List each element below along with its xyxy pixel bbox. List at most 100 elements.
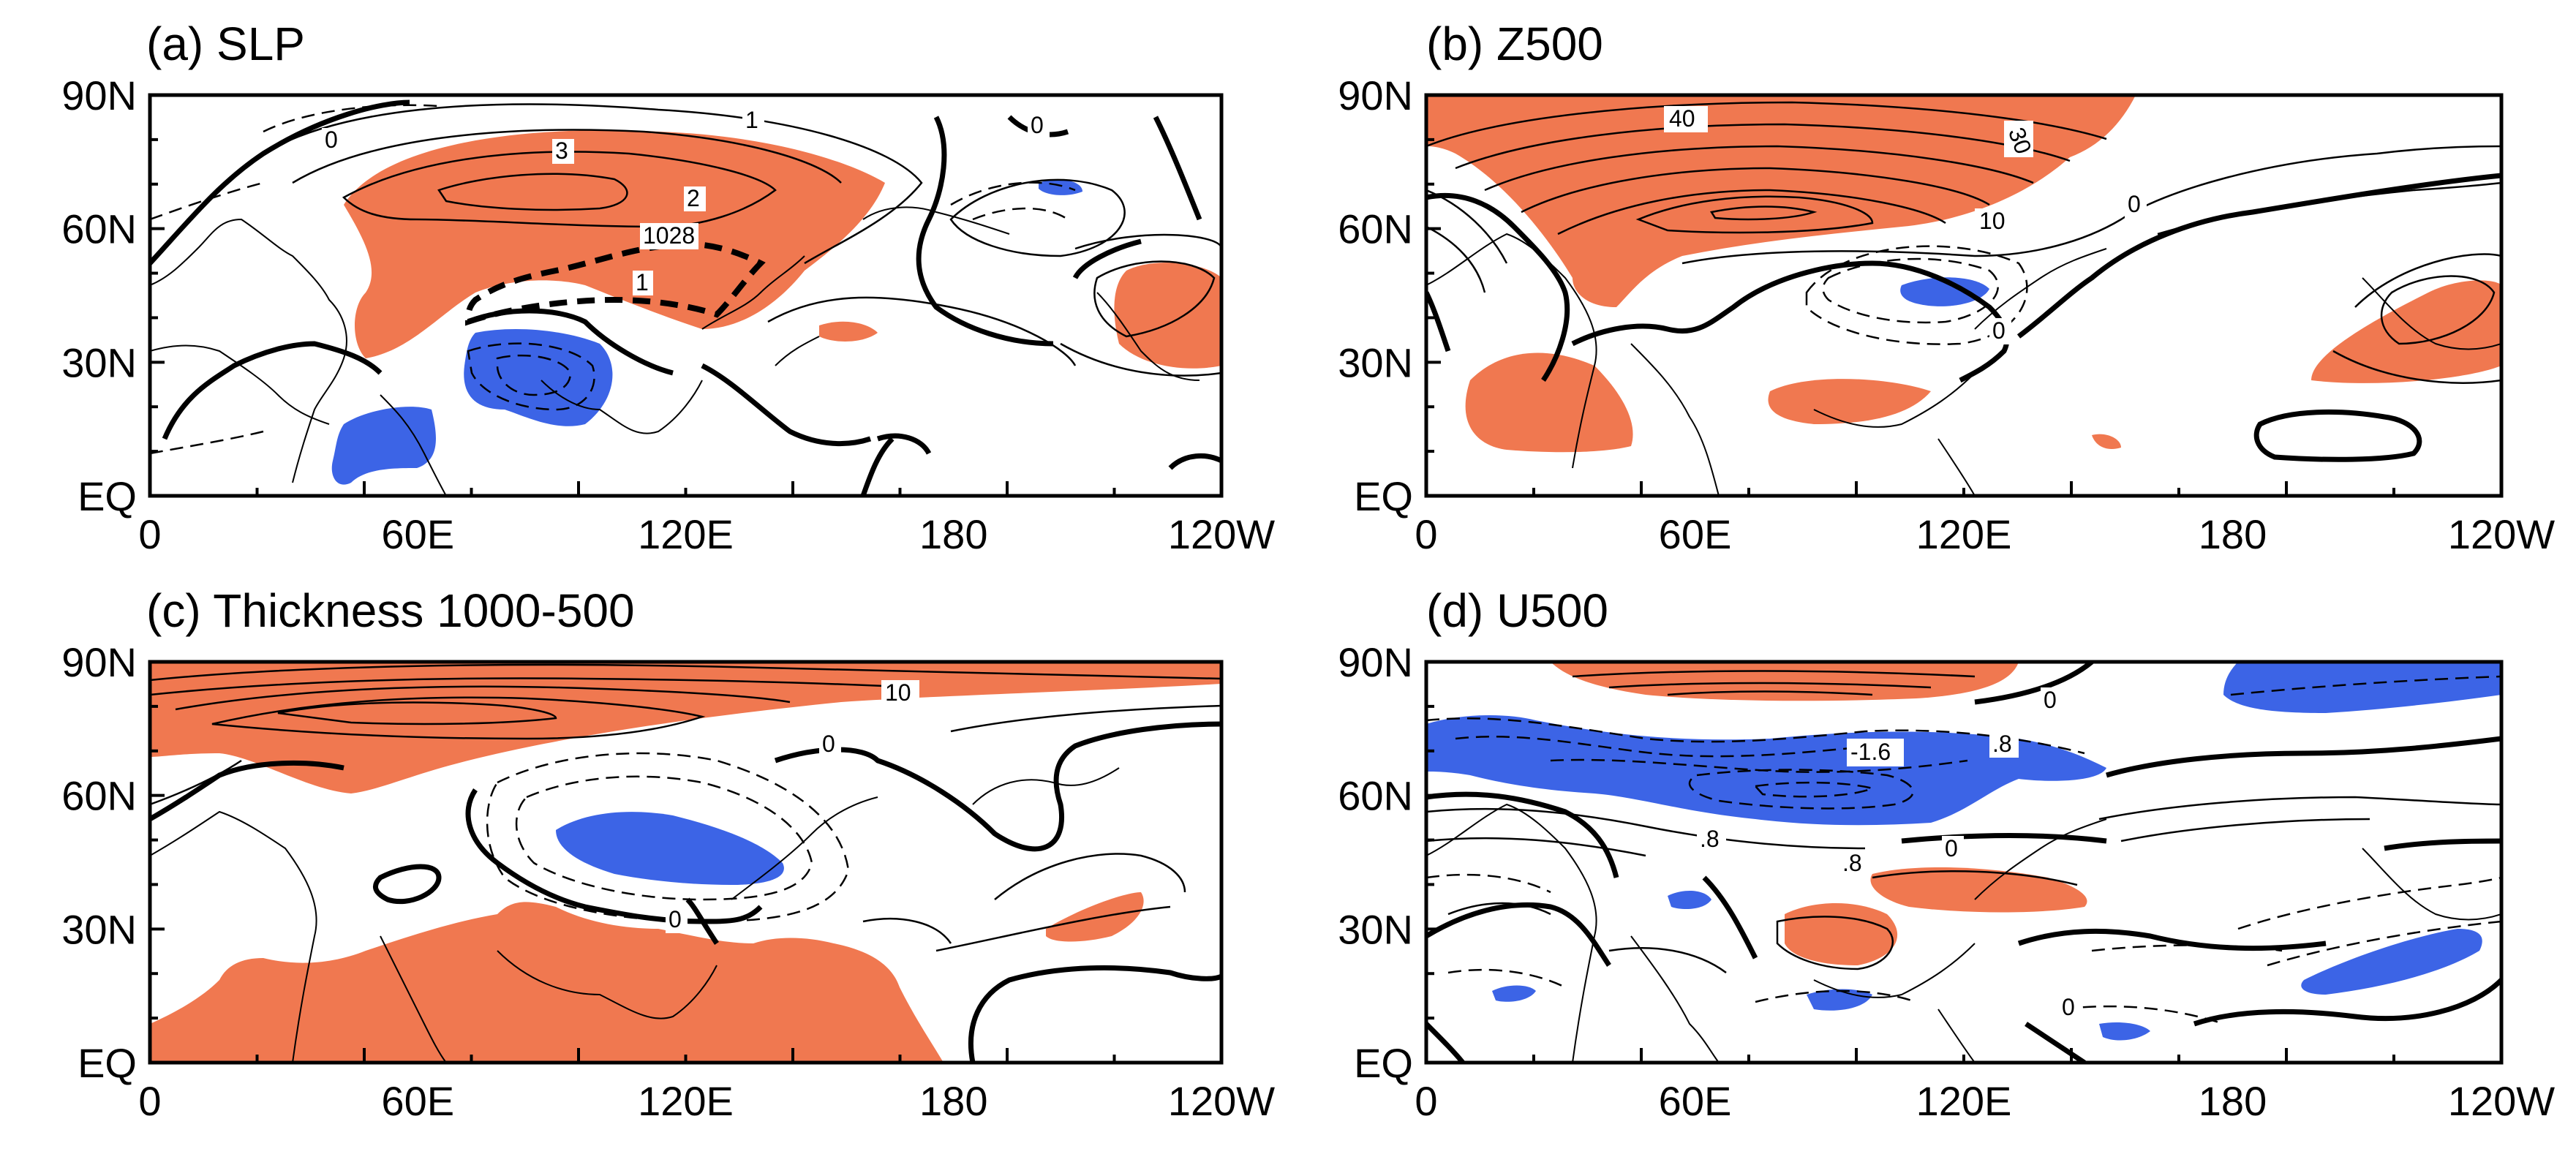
panel-c-thickness: (c) Thickness 1000-500 10 0 0 0 60E 120E 18…: [61, 584, 1275, 1124]
contour-label: 0: [2044, 687, 2057, 713]
panel-b-positive-anomaly-4: [1768, 379, 1931, 424]
panel-d-negative-anomaly-2: [2223, 662, 2501, 713]
panel-c-plot-area: 10 0 0: [150, 662, 1221, 1063]
contour-label: 0: [1992, 317, 2006, 344]
panel-a-slp: (a) SLP 0 1 3 2 1028 1: [61, 18, 1275, 557]
panel-c-axes-y-tick-label: 30N: [61, 906, 137, 952]
panel-d-positive-anomaly-2: [1870, 867, 2087, 913]
panel-a-axes-y-tick-label: 60N: [61, 206, 137, 252]
contour-label: 1: [745, 107, 758, 133]
panel-d-positive-anomaly-3: [1785, 903, 1898, 965]
panel-a-positive-anomaly-2: [1114, 263, 1221, 369]
panel-a-positive-anomaly: [344, 130, 885, 358]
panel-d-plot-area: 0 -1.6 .8 .8 .8 0 0: [1426, 662, 2501, 1063]
panel-d-axes-y-tick-label: 30N: [1338, 906, 1413, 952]
panel-d-u500: (d) U500 0 -1.6 .8 .8 .8 0 0: [1338, 584, 2555, 1124]
panel-d-axes: 0 60E 120E 180 120W EQ 30N 60N 90N: [1338, 639, 2555, 1124]
panel-c-contour-dashed: [486, 752, 850, 923]
panel-d-positive-anomaly: [1551, 662, 2019, 701]
panel-d-axes-x-tick-label: 120E: [1916, 1078, 2012, 1124]
contour-label: 0: [822, 731, 835, 757]
panel-b-contour-dashed: [1805, 245, 2028, 345]
panel-b-coastline: [1426, 233, 2501, 496]
panel-a-axes-y-tick-label: 90N: [61, 72, 137, 118]
panel-b-zero-contour: [1426, 173, 2501, 462]
panel-a-zero-contour: [150, 99, 1221, 496]
panel-c-positive-anomaly-2: [150, 902, 944, 1063]
contour-label: 3: [555, 137, 568, 164]
panel-a-axes-x-tick-label: 120W: [1168, 511, 1275, 557]
panel-d-negative-anomaly-6: [1492, 985, 1536, 1002]
panel-d-zero-contour: [1426, 662, 2501, 1063]
panel-d-negative-anomaly-3: [2301, 929, 2482, 995]
panel-a-title: (a) SLP: [146, 18, 305, 70]
panel-a-positive-anomaly-3: [819, 321, 878, 342]
panel-c-positive-anomaly: [150, 662, 1221, 793]
panel-b-axes-x-tick-label: 120E: [1916, 511, 2012, 557]
contour-label: 0: [2128, 191, 2141, 217]
panel-c-contour: [150, 663, 1221, 952]
panel-c-axes-y-tick-label: EQ: [78, 1040, 137, 1086]
panel-d-axes-x-tick-label: 0: [1415, 1078, 1437, 1124]
panel-b-axes: 0 60E 120E 180 120W EQ 30N 60N 90N: [1338, 72, 2555, 557]
contour-label: .8: [1700, 826, 1720, 852]
panel-d-axes-y-tick-label: 60N: [1338, 773, 1413, 819]
panel-d-coastline: [1426, 804, 2501, 1063]
panel-b-negative-anomaly: [1900, 277, 1989, 306]
panel-a-axes-x-tick-label: 60E: [381, 511, 454, 557]
panel-a-negative-anomaly-2: [331, 407, 436, 485]
contour-label: -1.6: [1850, 739, 1891, 765]
panel-a-1028hpa-contour: [464, 241, 766, 326]
panel-b-axes-x-tick-label: 60E: [1659, 511, 1732, 557]
panel-d-axes-y-tick-label: EQ: [1354, 1040, 1413, 1086]
contour-label: 1: [636, 269, 649, 295]
panel-d-title: (d) U500: [1426, 584, 1608, 637]
panel-a-plot-area: 0 1 3 2 1028 1 0: [150, 99, 1221, 496]
panel-b-axes-x-tick-label: 0: [1415, 511, 1437, 557]
panel-b-contour-labels: 40 30 10 0 0: [1664, 105, 2147, 344]
contour-label: 0: [325, 127, 338, 153]
panel-d-axes-x-tick-label: 180: [2199, 1078, 2267, 1124]
panel-d-contour-dashed: [1426, 675, 2501, 1025]
panel-b-positive-anomaly: [1426, 95, 2136, 307]
panel-c-axes-y-tick-label: 90N: [61, 639, 137, 685]
panel-a-contour-labels: 0 1 3 2 1028 1 0: [322, 107, 1050, 295]
panel-c-negative-anomaly: [556, 812, 784, 885]
panel-c-contour-labels: 10 0 0: [666, 679, 919, 933]
panel-b-axes-y-tick-label: 60N: [1338, 206, 1413, 252]
panel-a-coastline: [150, 206, 1200, 496]
panel-b-positive-anomaly-2: [2311, 280, 2501, 383]
panel-b-z500: (b) Z500 40 30 10 0 0 0 60E 120E 180 120W EQ 3…: [1338, 18, 2555, 557]
panel-d-contour-labels: 0 -1.6 .8 .8 .8 0 0: [1697, 687, 2081, 1021]
contour-label: .8: [1842, 850, 1862, 876]
panel-b-positive-anomaly-5: [2092, 434, 2121, 450]
panel-c-axes-y-tick-label: 60N: [61, 773, 137, 819]
panel-d-axes-x-tick-label: 60E: [1659, 1078, 1732, 1124]
panel-b-title: (b) Z500: [1426, 18, 1603, 70]
panel-a-axes-x-tick-label: 0: [138, 511, 161, 557]
contour-label: 10: [885, 679, 911, 706]
panel-d-contour: [1426, 670, 2501, 974]
contour-label: .8: [1992, 731, 2012, 757]
panel-c-coastline: [150, 767, 1120, 1063]
panel-c-axes-x-tick-label: 180: [919, 1078, 987, 1124]
panel-b-axes-x-tick-label: 120W: [2448, 511, 2555, 557]
contour-label: 0: [669, 906, 682, 932]
panel-c-positive-anomaly-3: [1046, 892, 1144, 942]
panel-b-axes-y-tick-label: 30N: [1338, 339, 1413, 385]
contour-label: 1028: [643, 222, 695, 249]
panel-c-axes-x-tick-label: 0: [138, 1078, 161, 1124]
panel-c-zero-contour: [150, 721, 1221, 1063]
panel-a-axes-x-tick-label: 120E: [638, 511, 734, 557]
panel-c-axes-x-tick-label: 120W: [1168, 1078, 1275, 1124]
contour-label: 0: [1945, 835, 1958, 862]
contour-label: 40: [1669, 105, 1695, 132]
panel-a-axes: 0 60E 120E 180 120W EQ 30N 60N 90N: [61, 72, 1275, 557]
panel-a-axes-y-tick-label: 30N: [61, 339, 137, 385]
panel-b-axes-y-tick-label: EQ: [1354, 473, 1413, 519]
panel-b-axes-y-tick-label: 90N: [1338, 72, 1413, 118]
panel-a-negative-anomaly: [464, 329, 613, 426]
panel-b-plot-area: 40 30 10 0 0: [1426, 95, 2501, 496]
panel-d-axes-y-tick-label: 90N: [1338, 639, 1413, 685]
panel-a-axes-y-tick-label: EQ: [78, 473, 137, 519]
